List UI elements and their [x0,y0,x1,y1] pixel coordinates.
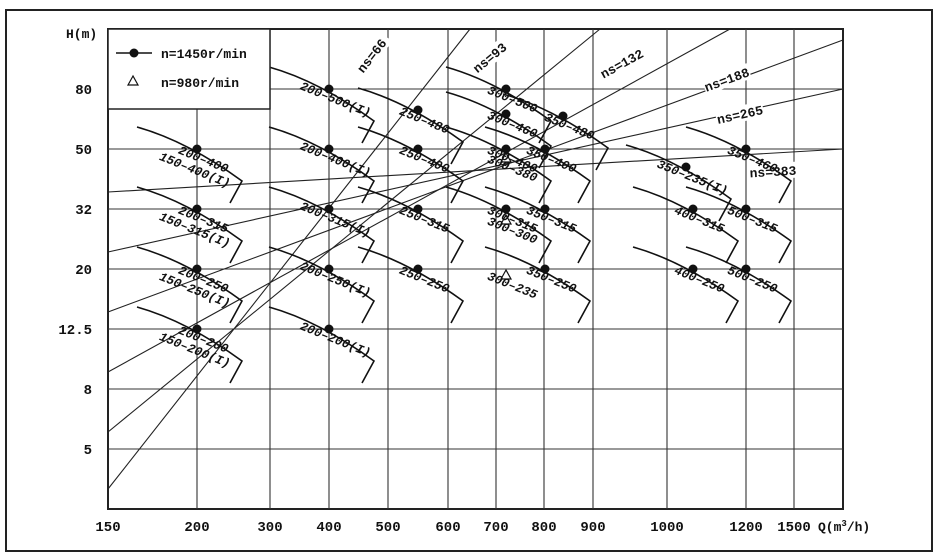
x-axis-title: Q(m3/h) [818,519,870,535]
operating-point-1450 [540,144,550,154]
operating-point-1450 [413,204,423,214]
y-tick-label: 80 [75,83,92,99]
ns-line [107,28,731,373]
x-tick-label: 500 [375,520,400,536]
pump-model-label: 200–200(I) [298,320,373,361]
y-tick-label: 20 [75,263,92,279]
pump-model-label: 350–480 [542,111,596,144]
y-tick-label: 8 [84,383,92,399]
x-tick-label: 600 [435,520,460,536]
x-tick-label: 300 [257,520,282,536]
ns-line [107,28,471,490]
x-tick-label: 400 [316,520,341,536]
x-tick-label: 900 [580,520,605,536]
y-tick-label: 32 [75,203,92,219]
filled-circle-icon [129,48,139,58]
pump-model-label: 200–250(I) [298,260,373,301]
operating-point-1450 [741,204,751,214]
operating-point-1450 [324,264,334,274]
operating-point-980 [499,151,513,163]
operating-point-1450 [540,204,550,214]
operating-point-1450 [741,264,751,274]
ns-line [107,28,601,433]
y-tick-label: 12.5 [58,323,92,339]
operating-point-1450 [324,84,334,94]
y-tick-label: 5 [84,443,92,459]
operating-point-1450 [501,204,511,214]
operating-point-1450 [192,204,202,214]
legend-label-1450: n=1450r/min [161,47,247,62]
operating-point-1450 [501,84,511,94]
operating-point-1450 [558,111,568,121]
x-tick-label: 700 [483,520,508,536]
operating-point-1450 [501,144,511,154]
pump-model-label: 200–400(I) [298,140,373,181]
legend-label-980: n=980r/min [161,76,239,91]
x-tick-label: 800 [531,520,556,536]
operating-point-1450 [741,144,751,154]
x-tick-label: 150 [95,520,120,536]
operating-point-980 [499,213,513,225]
axis-tick-labels: 150 200 300 400 500 600 700 800 900 1000 1200 1500 8… [58,83,810,536]
ns-label: ns=132 [598,46,646,82]
operating-point-1450 [681,162,691,172]
x-tick-label: 1500 [777,520,811,536]
open-triangle-icon [126,74,140,86]
y-tick-label: 50 [75,143,92,159]
operating-point-1450 [688,204,698,214]
operating-point-1450 [192,324,202,334]
operating-point-1450 [413,105,423,115]
chart-frame [5,9,933,552]
operating-point-1450 [413,144,423,154]
operating-point-1450 [501,109,511,119]
x-tick-label: 1200 [729,520,763,536]
ns-label: ns=188 [703,65,752,95]
operating-point-1450 [540,264,550,274]
x-tick-label: 200 [184,520,209,536]
legend: n=1450r/min n=980r/min [107,28,271,110]
operating-point-1450 [192,144,202,154]
operating-point-1450 [413,264,423,274]
operating-point-1450 [324,204,334,214]
y-axis-title: H(m) [66,27,97,42]
pump-model-label: 200–315(I) [298,200,373,241]
ns-label: ns=265 [716,103,765,128]
pump-model-label: 250–480 [397,105,451,138]
operating-point-1450 [324,324,334,334]
x-tick-label: 1000 [650,520,684,536]
operating-point-1450 [324,144,334,154]
pump-model-label: 350–235(I) [655,158,730,199]
pump-model-label: 200–500(I) [298,80,373,121]
operating-point-1450 [192,264,202,274]
operating-point-1450 [688,264,698,274]
operating-point-980 [499,268,513,280]
ns-line [107,148,844,193]
operating-point-markers [192,84,751,334]
